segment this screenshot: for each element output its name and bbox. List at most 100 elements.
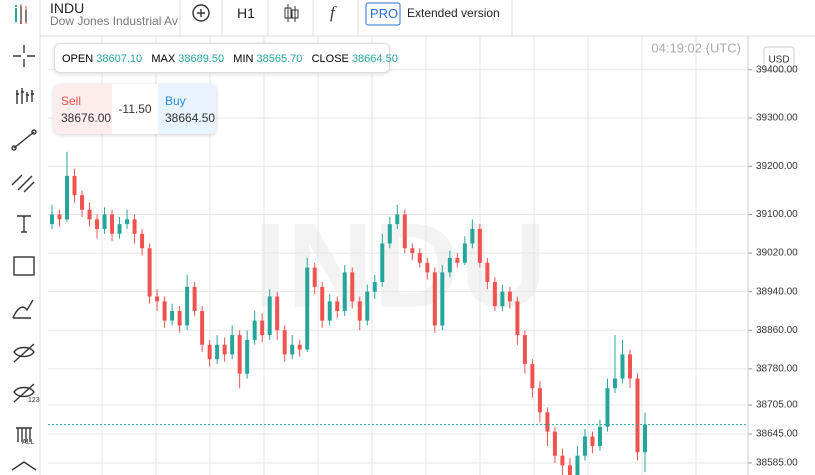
candle-body [372, 282, 377, 292]
candle-body [192, 286, 197, 311]
y-tick-label: 39020.00 [756, 248, 798, 259]
symbol: INDU [50, 0, 85, 16]
sell-button[interactable]: Sell 38676.00 [54, 84, 112, 134]
candle-body [455, 257, 460, 263]
line-point [31, 129, 37, 135]
candle-body [440, 272, 445, 326]
candle-body [612, 378, 617, 389]
logo-wick [20, 4, 27, 24]
y-tick-label: 38940.00 [756, 286, 798, 297]
currency-box[interactable] [763, 46, 795, 72]
candle-body [545, 412, 550, 432]
spread: -11.50 [118, 102, 152, 116]
candle-body [275, 296, 280, 331]
candle-body [522, 335, 527, 365]
y-tick-label: 38705.00 [756, 400, 798, 411]
candle-body [627, 354, 632, 379]
crosshair-tool[interactable] [13, 45, 35, 67]
candle-body [395, 214, 400, 225]
candle-body [620, 354, 625, 379]
candle-body [425, 262, 430, 273]
ohlc-value: 38607.10 [96, 53, 143, 65]
sell-price: 38676.00 [61, 111, 112, 125]
candle-body [290, 344, 295, 355]
channel-tool[interactable] [11, 174, 35, 193]
candle-body [252, 320, 257, 340]
line-point [11, 145, 17, 151]
top-separators [179, 0, 513, 36]
candle-body [635, 378, 640, 453]
candle-body [185, 286, 190, 326]
candle-body [500, 291, 505, 307]
plot [48, 151, 748, 475]
buy-price: 38664.50 [165, 111, 216, 125]
candle-body [110, 214, 115, 234]
candle-body [402, 214, 407, 249]
candle-body [590, 436, 595, 447]
ohlc-label: MAX [151, 53, 176, 65]
candle-body [462, 243, 467, 263]
candle-body [432, 272, 437, 326]
candle-body [327, 301, 332, 321]
indicators-tool[interactable] [16, 88, 34, 104]
candle-body [417, 253, 422, 263]
watermark: INDU [253, 199, 546, 333]
brush-tool[interactable] [12, 299, 34, 319]
candle-body [365, 291, 370, 321]
extended-version[interactable]: Extended version [407, 6, 500, 20]
hide-all-tool[interactable] [13, 383, 35, 403]
candle-body [447, 257, 452, 273]
candle-body [207, 344, 212, 360]
delete-tool[interactable] [16, 427, 32, 442]
icon-label: 123 [28, 397, 40, 404]
candle-body [50, 214, 54, 225]
candle-body [410, 248, 415, 254]
interval[interactable]: H1 [237, 5, 255, 21]
candle-body [387, 224, 392, 244]
candle-body [177, 310, 182, 326]
candle-body [65, 175, 70, 220]
candle-body [140, 233, 145, 249]
ohlc-value: 38664.50 [351, 53, 398, 65]
candle-body [267, 296, 272, 336]
chart-type-button[interactable] [284, 4, 299, 22]
add-button[interactable] [192, 4, 210, 22]
candle-body [582, 436, 587, 456]
hide-tool[interactable] [13, 343, 35, 363]
candle-body [222, 344, 227, 355]
pro-label[interactable]: PRO [370, 6, 399, 21]
indicator-button[interactable]: f [330, 3, 337, 22]
candle-body [57, 214, 62, 220]
buy-button[interactable]: Buy 38664.50 [158, 84, 216, 134]
more-tool[interactable] [11, 461, 37, 471]
candle-body [320, 286, 325, 321]
shape-tool[interactable] [13, 256, 35, 276]
symbol-name: Dow Jones Industrial Ave [50, 14, 178, 28]
icon-label: ALL [22, 439, 35, 446]
candle-body [297, 344, 302, 350]
y-tick-label: 39100.00 [756, 209, 798, 220]
candle-body [282, 330, 287, 355]
candle-body [605, 388, 610, 427]
pro-badge[interactable] [365, 2, 401, 26]
candle-body [567, 465, 572, 475]
text-tool[interactable] [17, 215, 31, 233]
y-tick-label: 38585.00 [756, 458, 798, 469]
y-tick-label: 39200.00 [756, 161, 798, 172]
candle-body [537, 388, 542, 413]
candle-body [560, 455, 565, 466]
candle-body [170, 310, 175, 321]
candle-body [125, 219, 130, 225]
candle-body [95, 219, 100, 229]
candle-body [492, 282, 497, 307]
candle-body [80, 195, 85, 210]
candle-body [162, 301, 167, 321]
trade-box: Sell 38676.00 -11.50 Buy 38664.50 [54, 84, 216, 134]
currency[interactable]: USD [768, 55, 789, 66]
line-tool[interactable] [13, 131, 35, 149]
candle-body [102, 214, 107, 229]
candle-body [312, 267, 317, 287]
y-tick-label: 38645.00 [756, 429, 798, 440]
